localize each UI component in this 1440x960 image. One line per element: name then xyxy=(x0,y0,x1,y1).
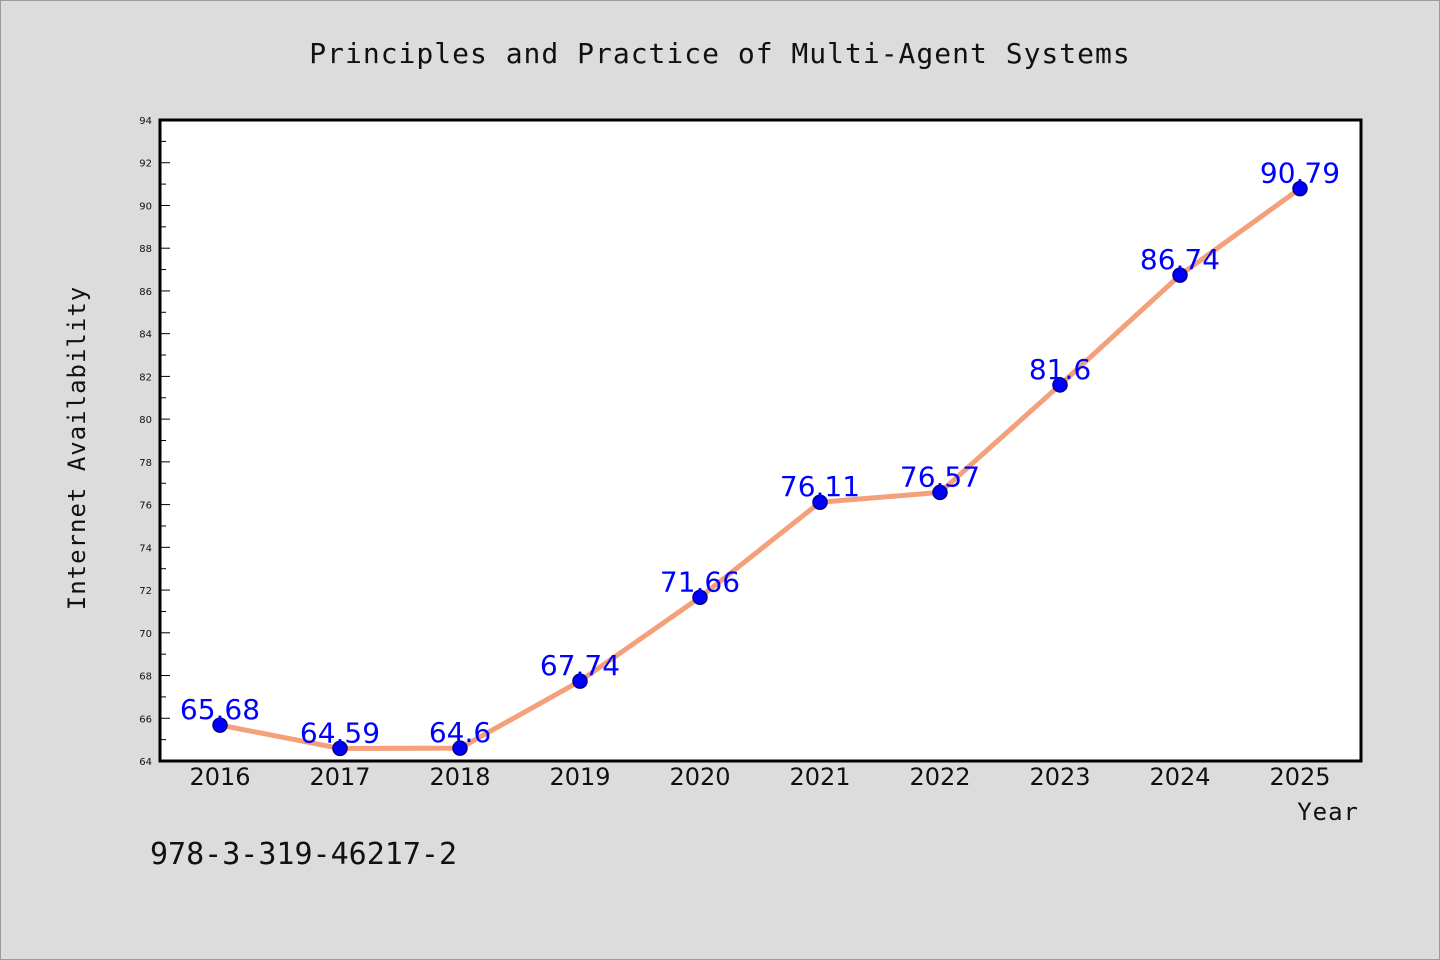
y-tick-label: 76 xyxy=(139,501,152,512)
y-tick-label: 86 xyxy=(139,287,152,298)
y-tick-label: 72 xyxy=(139,586,152,597)
y-tick-label: 78 xyxy=(139,458,152,469)
data-label: 81.6 xyxy=(1029,353,1091,386)
chart-title: Principles and Practice of Multi-Agent S… xyxy=(309,37,1130,70)
data-label: 90.79 xyxy=(1260,157,1340,190)
x-axis: 2016 2017 2018 2019 2020 2021 2022 2023 2024 2025 xyxy=(189,763,1330,791)
data-point xyxy=(1052,377,1068,393)
data-point xyxy=(692,589,708,606)
isbn-text: 978-3-319-46217-2 xyxy=(150,837,457,872)
y-tick-label: 84 xyxy=(139,330,152,341)
data-point xyxy=(332,740,348,757)
data-label: 76.57 xyxy=(900,460,980,493)
data-point xyxy=(1172,267,1188,283)
data-label: 86.74 xyxy=(1140,243,1220,276)
x-tick-label: 2016 xyxy=(189,763,250,791)
data-label: 65.68 xyxy=(180,693,260,726)
data-label: 64.6 xyxy=(429,716,491,749)
x-tick-label: 2019 xyxy=(549,763,610,791)
data-point xyxy=(812,494,828,510)
series-internet-availability: 65.68 64.59 64.6 67.74 71.66 76.11 76.57 81.6 86… xyxy=(180,157,1340,757)
x-tick-label: 2018 xyxy=(429,763,490,791)
y-tick-label: 68 xyxy=(139,672,152,683)
data-label: 71.66 xyxy=(660,565,740,598)
x-axis-label: Year xyxy=(1297,798,1359,826)
y-tick-label: 88 xyxy=(139,244,152,255)
y-axis: 64 66 68 70 72 74 76 78 80 82 84 86 88 90 92 94 xyxy=(139,116,170,768)
plot-area xyxy=(158,118,1363,763)
data-label: 64.59 xyxy=(300,716,380,749)
y-tick-label: 80 xyxy=(139,415,152,426)
y-tick-label: 82 xyxy=(139,372,152,383)
y-tick-label: 70 xyxy=(139,629,152,640)
y-tick-label: 92 xyxy=(139,159,152,170)
x-tick-label: 2024 xyxy=(1149,763,1210,791)
y-tick-label: 64 xyxy=(139,757,152,768)
x-tick-label: 2020 xyxy=(669,763,730,791)
series-line xyxy=(217,186,1303,751)
y-axis-label: Internet Availability xyxy=(63,286,91,610)
y-tick-label: 90 xyxy=(139,201,152,212)
y-tick-label: 74 xyxy=(139,543,152,554)
data-point xyxy=(212,717,228,733)
data-label: 76.11 xyxy=(780,470,860,503)
data-point xyxy=(932,484,948,501)
x-tick-label: 2017 xyxy=(309,763,370,791)
y-tick-label: 94 xyxy=(139,116,152,127)
x-tick-label: 2021 xyxy=(789,763,850,791)
x-tick-label: 2025 xyxy=(1269,763,1330,791)
x-tick-label: 2022 xyxy=(909,763,970,791)
data-point xyxy=(572,673,588,689)
x-tick-label: 2023 xyxy=(1029,763,1090,791)
data-point xyxy=(1292,180,1308,197)
y-tick-label: 66 xyxy=(139,714,152,725)
data-point xyxy=(452,740,468,756)
data-label: 67.74 xyxy=(540,649,620,682)
